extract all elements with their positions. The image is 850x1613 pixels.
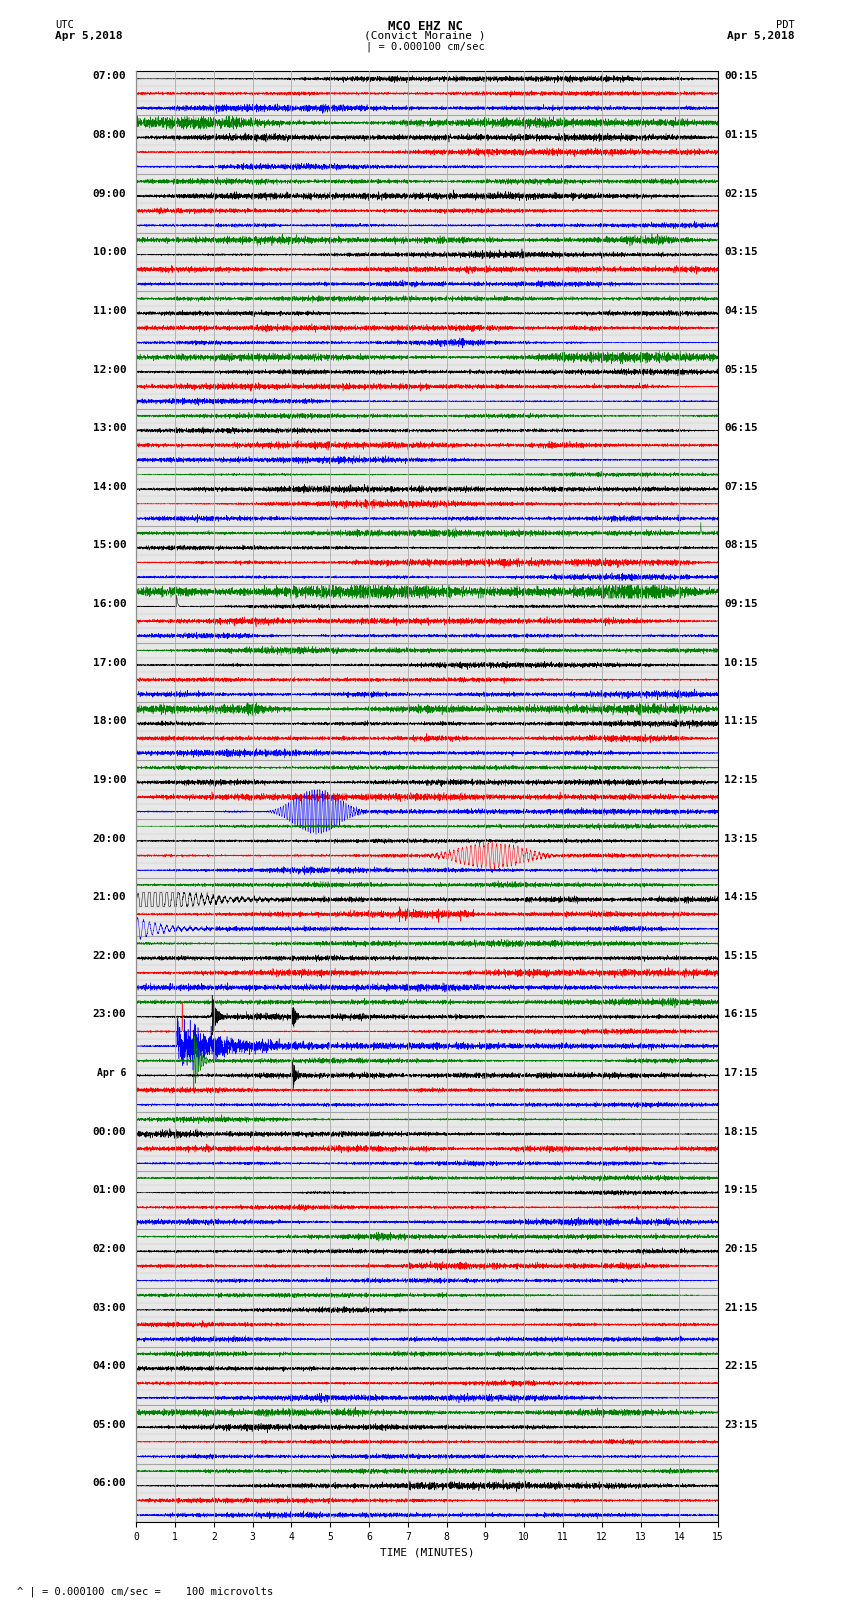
Text: 00:15: 00:15 bbox=[724, 71, 757, 81]
Text: 10:15: 10:15 bbox=[724, 658, 757, 668]
Text: 16:00: 16:00 bbox=[93, 598, 127, 610]
Text: 18:15: 18:15 bbox=[724, 1127, 757, 1137]
Text: PDT: PDT bbox=[776, 19, 795, 31]
Text: 01:15: 01:15 bbox=[724, 131, 757, 140]
Text: (Convict Moraine ): (Convict Moraine ) bbox=[365, 31, 485, 40]
Text: 13:15: 13:15 bbox=[724, 834, 757, 844]
Text: 15:15: 15:15 bbox=[724, 950, 757, 961]
Text: 17:15: 17:15 bbox=[724, 1068, 757, 1077]
Text: 12:00: 12:00 bbox=[93, 365, 127, 374]
Text: 12:15: 12:15 bbox=[724, 774, 757, 786]
Text: 20:00: 20:00 bbox=[93, 834, 127, 844]
Text: 19:15: 19:15 bbox=[724, 1186, 757, 1195]
Text: Apr 5,2018: Apr 5,2018 bbox=[55, 31, 122, 40]
Text: UTC: UTC bbox=[55, 19, 74, 31]
Text: 14:15: 14:15 bbox=[724, 892, 757, 902]
Text: 16:15: 16:15 bbox=[724, 1010, 757, 1019]
Text: 23:00: 23:00 bbox=[93, 1010, 127, 1019]
Text: 09:00: 09:00 bbox=[93, 189, 127, 198]
Text: 03:15: 03:15 bbox=[724, 247, 757, 258]
Text: 09:15: 09:15 bbox=[724, 598, 757, 610]
Text: 21:15: 21:15 bbox=[724, 1303, 757, 1313]
Text: 20:15: 20:15 bbox=[724, 1244, 757, 1253]
Text: 08:15: 08:15 bbox=[724, 540, 757, 550]
X-axis label: TIME (MINUTES): TIME (MINUTES) bbox=[380, 1548, 474, 1558]
Text: 17:00: 17:00 bbox=[93, 658, 127, 668]
Text: 07:15: 07:15 bbox=[724, 482, 757, 492]
Text: | = 0.000100 cm/sec: | = 0.000100 cm/sec bbox=[366, 40, 484, 52]
Text: 22:00: 22:00 bbox=[93, 950, 127, 961]
Text: 18:00: 18:00 bbox=[93, 716, 127, 726]
Text: MCO EHZ NC: MCO EHZ NC bbox=[388, 19, 462, 34]
Text: 01:00: 01:00 bbox=[93, 1186, 127, 1195]
Text: 04:15: 04:15 bbox=[724, 306, 757, 316]
Text: 08:00: 08:00 bbox=[93, 131, 127, 140]
Text: 23:15: 23:15 bbox=[724, 1419, 757, 1429]
Text: 14:00: 14:00 bbox=[93, 482, 127, 492]
Text: 07:00: 07:00 bbox=[93, 71, 127, 81]
Text: 03:00: 03:00 bbox=[93, 1303, 127, 1313]
Text: 15:00: 15:00 bbox=[93, 540, 127, 550]
Text: Apr 6: Apr 6 bbox=[97, 1068, 127, 1077]
Text: 11:00: 11:00 bbox=[93, 306, 127, 316]
Text: 19:00: 19:00 bbox=[93, 774, 127, 786]
Text: 10:00: 10:00 bbox=[93, 247, 127, 258]
Text: ^ | = 0.000100 cm/sec =    100 microvolts: ^ | = 0.000100 cm/sec = 100 microvolts bbox=[17, 1586, 273, 1597]
Text: 02:00: 02:00 bbox=[93, 1244, 127, 1253]
Text: 21:00: 21:00 bbox=[93, 892, 127, 902]
Text: 04:00: 04:00 bbox=[93, 1361, 127, 1371]
Text: 00:00: 00:00 bbox=[93, 1127, 127, 1137]
Text: 02:15: 02:15 bbox=[724, 189, 757, 198]
Text: 11:15: 11:15 bbox=[724, 716, 757, 726]
Text: 22:15: 22:15 bbox=[724, 1361, 757, 1371]
Text: 13:00: 13:00 bbox=[93, 423, 127, 434]
Text: 05:00: 05:00 bbox=[93, 1419, 127, 1429]
Text: 06:15: 06:15 bbox=[724, 423, 757, 434]
Text: 05:15: 05:15 bbox=[724, 365, 757, 374]
Text: Apr 5,2018: Apr 5,2018 bbox=[728, 31, 795, 40]
Text: 06:00: 06:00 bbox=[93, 1479, 127, 1489]
